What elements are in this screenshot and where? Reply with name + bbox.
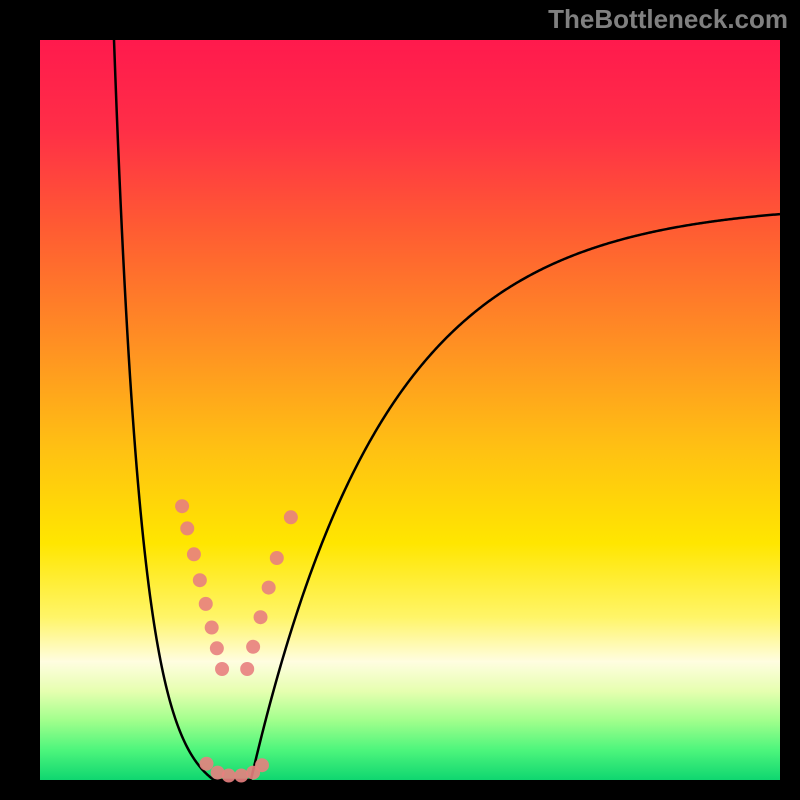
markers-right-dot [270, 551, 284, 565]
markers-right-dot [262, 581, 276, 595]
markers-bottom-dot [222, 769, 236, 783]
markers-right-dot [284, 510, 298, 524]
watermark-text: TheBottleneck.com [548, 4, 788, 35]
markers-bottom-dot [255, 758, 269, 772]
markers-bottom-dot [200, 757, 214, 771]
markers-left-dot [205, 621, 219, 635]
chart-root: TheBottleneck.com [0, 0, 800, 800]
markers-bottom-dot [234, 769, 248, 783]
plot-area [40, 40, 780, 780]
gradient-background [40, 40, 780, 780]
markers-left-dot [210, 641, 224, 655]
markers-left-dot [180, 521, 194, 535]
markers-left-dot [199, 597, 213, 611]
markers-left-dot [175, 499, 189, 513]
markers-left-dot [193, 573, 207, 587]
markers-right-dot [240, 662, 254, 676]
chart-svg [40, 40, 780, 780]
markers-left-dot [187, 547, 201, 561]
markers-right-dot [246, 640, 260, 654]
markers-left-dot [215, 662, 229, 676]
markers-right-dot [254, 610, 268, 624]
